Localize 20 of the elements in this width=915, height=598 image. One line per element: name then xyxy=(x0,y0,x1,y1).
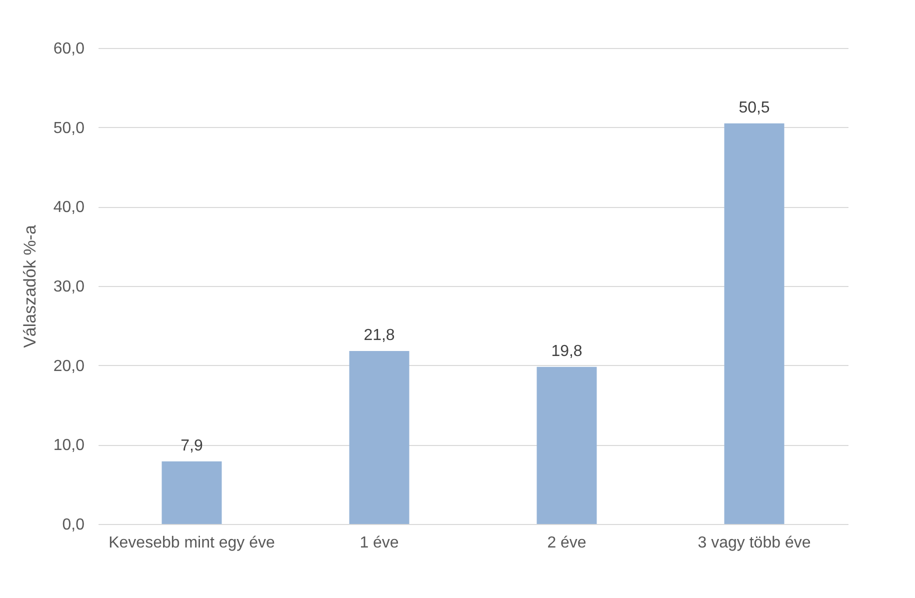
bar xyxy=(162,461,222,524)
y-tick-label: 0,0 xyxy=(62,516,85,534)
x-tick-label: Kevesebb mint egy éve xyxy=(108,534,276,552)
y-tick-label: 10,0 xyxy=(53,437,85,454)
bar xyxy=(724,123,784,524)
x-tick-label: 3 vagy több éve xyxy=(698,534,811,552)
y-tick-label: 20,0 xyxy=(53,358,85,375)
y-tick-label: 30,0 xyxy=(53,278,85,296)
y-tick-label: 40,0 xyxy=(53,199,85,216)
bar xyxy=(536,366,597,524)
y-tick-label: 50,0 xyxy=(53,120,85,137)
data-label: 19,8 xyxy=(551,342,582,360)
data-label: 50,5 xyxy=(738,99,770,116)
y-axis-title: Válaszadók %-a xyxy=(20,224,40,348)
data-label: 21,8 xyxy=(364,327,395,344)
bar xyxy=(349,351,410,524)
x-tick-label: 1 éve xyxy=(360,534,399,552)
data-label: 7,9 xyxy=(180,437,203,454)
y-tick-label: 60,0 xyxy=(53,40,85,58)
x-tick-label: 2 éve xyxy=(547,534,586,552)
